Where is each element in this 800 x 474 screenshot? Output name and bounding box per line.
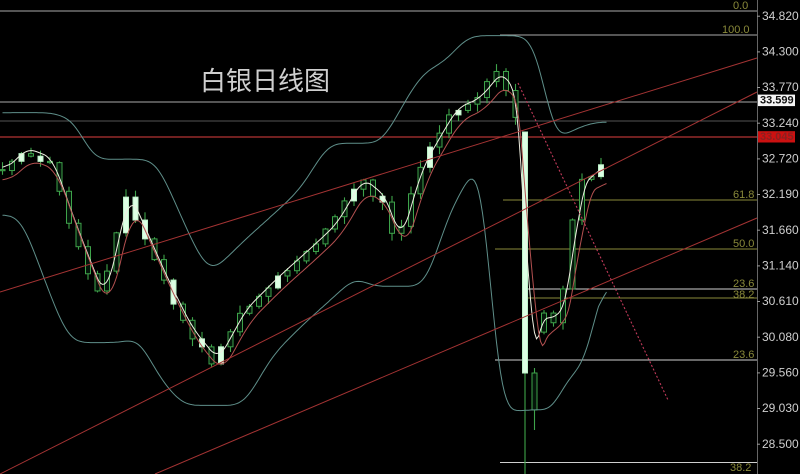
- svg-text:38.2: 38.2: [730, 462, 751, 474]
- svg-text:61.8: 61.8: [733, 189, 754, 201]
- svg-text:白银日线图: 白银日线图: [200, 67, 330, 96]
- svg-text:33.599: 33.599: [760, 95, 794, 107]
- svg-text:29.560: 29.560: [762, 366, 799, 380]
- svg-text:31.140: 31.140: [762, 259, 799, 273]
- svg-text:30.610: 30.610: [762, 294, 799, 308]
- svg-text:30.080: 30.080: [762, 330, 799, 344]
- svg-text:31.660: 31.660: [762, 223, 799, 237]
- svg-text:34.300: 34.300: [762, 45, 799, 59]
- svg-text:0.0: 0.0: [733, 0, 748, 12]
- svg-text:32.720: 32.720: [762, 152, 799, 166]
- svg-text:33.045: 33.045: [760, 131, 794, 143]
- svg-text:38.2: 38.2: [733, 289, 754, 301]
- svg-text:32.190: 32.190: [762, 187, 799, 201]
- svg-text:50.0: 50.0: [733, 238, 754, 250]
- svg-text:28.500: 28.500: [762, 437, 799, 451]
- svg-text:23.6: 23.6: [733, 349, 754, 361]
- svg-text:29.030: 29.030: [762, 401, 799, 415]
- svg-text:33.240: 33.240: [762, 116, 799, 130]
- svg-text:100.0: 100.0: [722, 24, 750, 36]
- svg-text:33.770: 33.770: [762, 80, 799, 94]
- svg-text:34.820: 34.820: [762, 9, 799, 23]
